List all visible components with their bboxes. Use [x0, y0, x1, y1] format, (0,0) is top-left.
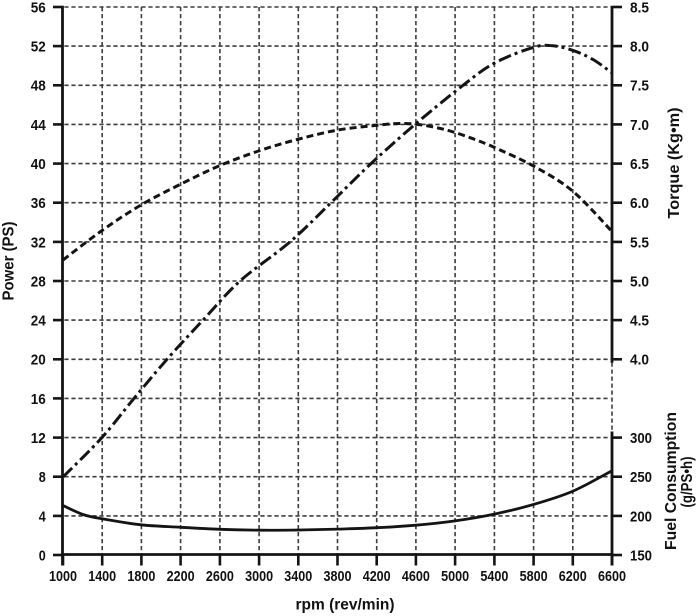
svg-text:5800: 5800 — [520, 568, 548, 585]
svg-text:8.5: 8.5 — [630, 0, 649, 16]
svg-text:1000: 1000 — [49, 568, 77, 585]
svg-text:56: 56 — [31, 0, 46, 16]
svg-text:52: 52 — [31, 39, 46, 56]
svg-text:8.0: 8.0 — [630, 39, 649, 56]
svg-text:(g/PS•h): (g/PS•h) — [679, 457, 696, 508]
svg-text:150: 150 — [630, 547, 652, 564]
svg-text:6600: 6600 — [598, 568, 626, 585]
svg-text:7.5: 7.5 — [630, 78, 649, 95]
svg-text:Power (PS): Power (PS) — [1, 222, 18, 301]
svg-text:20: 20 — [31, 352, 46, 369]
svg-text:4.5: 4.5 — [630, 313, 649, 330]
svg-text:12: 12 — [31, 430, 46, 447]
svg-text:Torque (Kg•m): Torque (Kg•m) — [666, 108, 683, 219]
svg-text:4200: 4200 — [363, 568, 391, 585]
svg-text:16: 16 — [31, 391, 46, 408]
svg-text:4: 4 — [39, 508, 47, 525]
svg-text:5.5: 5.5 — [630, 234, 649, 251]
svg-text:36: 36 — [31, 195, 46, 212]
svg-text:Fuel Consumption: Fuel Consumption — [663, 412, 680, 550]
svg-text:3800: 3800 — [324, 568, 352, 585]
svg-text:6.0: 6.0 — [630, 195, 649, 212]
svg-text:48: 48 — [31, 78, 46, 95]
svg-text:1400: 1400 — [88, 568, 116, 585]
svg-text:24: 24 — [31, 313, 47, 330]
svg-text:200: 200 — [630, 508, 652, 525]
svg-text:3000: 3000 — [245, 568, 273, 585]
svg-text:2600: 2600 — [206, 568, 234, 585]
svg-text:6.5: 6.5 — [630, 156, 649, 173]
svg-text:6200: 6200 — [559, 568, 587, 585]
svg-text:1800: 1800 — [127, 568, 155, 585]
svg-text:250: 250 — [630, 469, 652, 486]
svg-text:5400: 5400 — [480, 568, 508, 585]
svg-text:7.0: 7.0 — [630, 117, 649, 134]
svg-text:44: 44 — [31, 117, 47, 134]
svg-text:5.0: 5.0 — [630, 273, 649, 290]
svg-text:28: 28 — [31, 273, 46, 290]
svg-text:0: 0 — [39, 547, 46, 564]
svg-text:40: 40 — [31, 156, 46, 173]
svg-text:4600: 4600 — [402, 568, 430, 585]
svg-text:5000: 5000 — [441, 568, 469, 585]
svg-text:4.0: 4.0 — [630, 352, 649, 369]
svg-text:300: 300 — [630, 430, 652, 447]
svg-text:32: 32 — [31, 234, 46, 251]
svg-text:3400: 3400 — [284, 568, 312, 585]
svg-text:rpm (rev/min): rpm (rev/min) — [296, 597, 395, 614]
svg-text:8: 8 — [39, 469, 46, 486]
svg-text:2200: 2200 — [167, 568, 195, 585]
